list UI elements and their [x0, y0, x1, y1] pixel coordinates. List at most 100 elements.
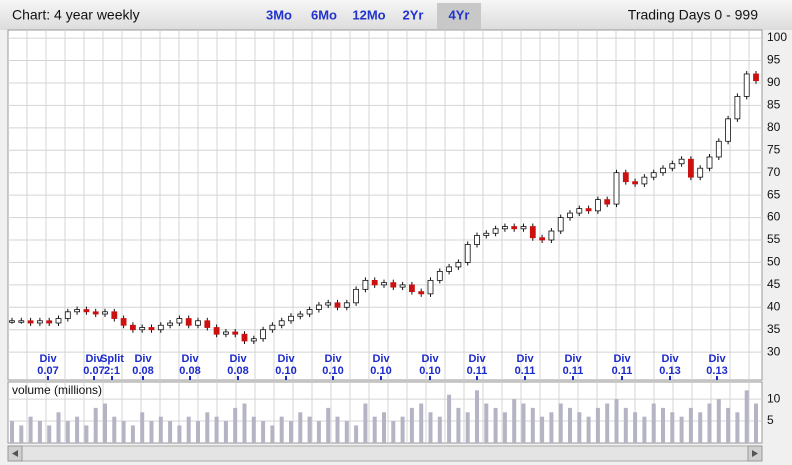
volume-bar — [354, 425, 359, 443]
candle — [455, 262, 462, 268]
event-label: Div — [372, 353, 390, 365]
volume-bar — [84, 425, 89, 443]
y-tick-label: 55 — [767, 232, 781, 246]
candle — [83, 309, 90, 313]
candle — [576, 208, 583, 214]
event-amount: 2:1 — [104, 365, 120, 377]
candle — [241, 333, 248, 342]
y-tick-label: 5 — [767, 413, 774, 427]
event-amount: 0.11 — [612, 365, 633, 377]
volume-bar — [586, 416, 591, 443]
event-label: Div — [229, 353, 247, 365]
volume-bar — [251, 416, 256, 443]
candle — [362, 279, 369, 290]
volume-bar — [47, 425, 52, 443]
candle — [511, 226, 518, 230]
volume-bar — [149, 421, 154, 443]
y-tick-label: 70 — [767, 165, 781, 179]
volume-bar — [540, 416, 545, 443]
event-amount: 0.10 — [275, 365, 296, 377]
chart-title: Chart: 4 year weekly — [12, 7, 140, 23]
volume-bar — [754, 403, 758, 443]
range-button[interactable]: 2Yr — [403, 7, 424, 22]
candle — [706, 156, 713, 169]
range-button[interactable]: 12Mo — [352, 7, 385, 22]
candle — [418, 291, 425, 295]
candle — [641, 176, 648, 185]
volume-bar — [19, 425, 24, 443]
y-tick-label: 40 — [767, 299, 781, 313]
volume-bar — [437, 416, 442, 443]
candle — [529, 226, 536, 239]
volume-bar — [242, 403, 247, 443]
volume-bar — [316, 421, 321, 443]
event-amount: 0.11 — [467, 365, 488, 377]
candle — [650, 172, 657, 178]
candle — [297, 313, 304, 317]
y-tick-label: 75 — [767, 142, 781, 156]
candle — [139, 327, 146, 331]
volume-bar — [577, 412, 582, 443]
y-tick-label: 95 — [767, 53, 781, 67]
range-button[interactable]: 3Mo — [266, 7, 292, 22]
candle — [715, 140, 722, 158]
range-button[interactable]: 4Yr — [449, 7, 470, 22]
event-amount: 0.10 — [419, 365, 440, 377]
y-tick-label: 45 — [767, 277, 781, 291]
event-amount: 0.13 — [706, 365, 727, 377]
candle — [306, 309, 313, 315]
volume-bar — [530, 407, 535, 443]
volume-bar — [363, 403, 368, 443]
volume-bar — [642, 416, 647, 443]
candle — [669, 163, 676, 169]
candle — [399, 284, 406, 288]
y-tick-label: 10 — [767, 391, 781, 405]
candle — [595, 199, 601, 212]
event-amount: 0.08 — [179, 365, 200, 377]
volume-bar — [428, 412, 433, 443]
volume-bar — [670, 412, 675, 443]
event-label: Div — [661, 353, 679, 365]
candle — [167, 322, 174, 326]
volume-bar — [512, 399, 517, 443]
event-label: Div — [85, 353, 103, 365]
y-tick-label: 85 — [767, 98, 781, 112]
event-amount: 0.11 — [563, 365, 584, 377]
candle — [688, 158, 694, 178]
candle — [157, 324, 164, 331]
y-tick-label: 50 — [767, 255, 781, 269]
candle — [520, 226, 527, 230]
volume-bar — [661, 407, 665, 443]
y-tick-label: 90 — [767, 75, 781, 89]
volume-bar — [37, 421, 42, 443]
y-tick-label: 35 — [767, 322, 781, 336]
candle — [195, 320, 201, 326]
volume-bar — [168, 421, 173, 443]
volume-bar — [112, 416, 117, 443]
volume-bar — [186, 416, 191, 443]
event-amount: 0.07 — [37, 365, 58, 377]
candle — [613, 172, 620, 205]
volume-bar — [735, 412, 740, 443]
scrollbar[interactable] — [7, 445, 763, 462]
volume-bar — [716, 399, 721, 443]
candle — [111, 311, 118, 319]
toolbar — [0, 0, 792, 30]
candle — [18, 320, 25, 323]
candle — [343, 302, 350, 308]
candle — [501, 226, 508, 230]
volume-bar — [270, 425, 275, 443]
candle — [315, 304, 322, 310]
volume-bar — [75, 416, 80, 443]
candle — [74, 309, 80, 313]
candle — [129, 324, 136, 331]
candle — [250, 338, 257, 342]
volume-bar — [372, 416, 377, 443]
volume-bar — [521, 403, 526, 443]
event-amount: 0.10 — [322, 365, 343, 377]
trading-days: Trading Days 0 - 999 — [628, 7, 758, 23]
range-button[interactable]: 6Mo — [311, 7, 337, 22]
volume-bar — [688, 407, 693, 443]
volume-bar — [279, 416, 284, 443]
